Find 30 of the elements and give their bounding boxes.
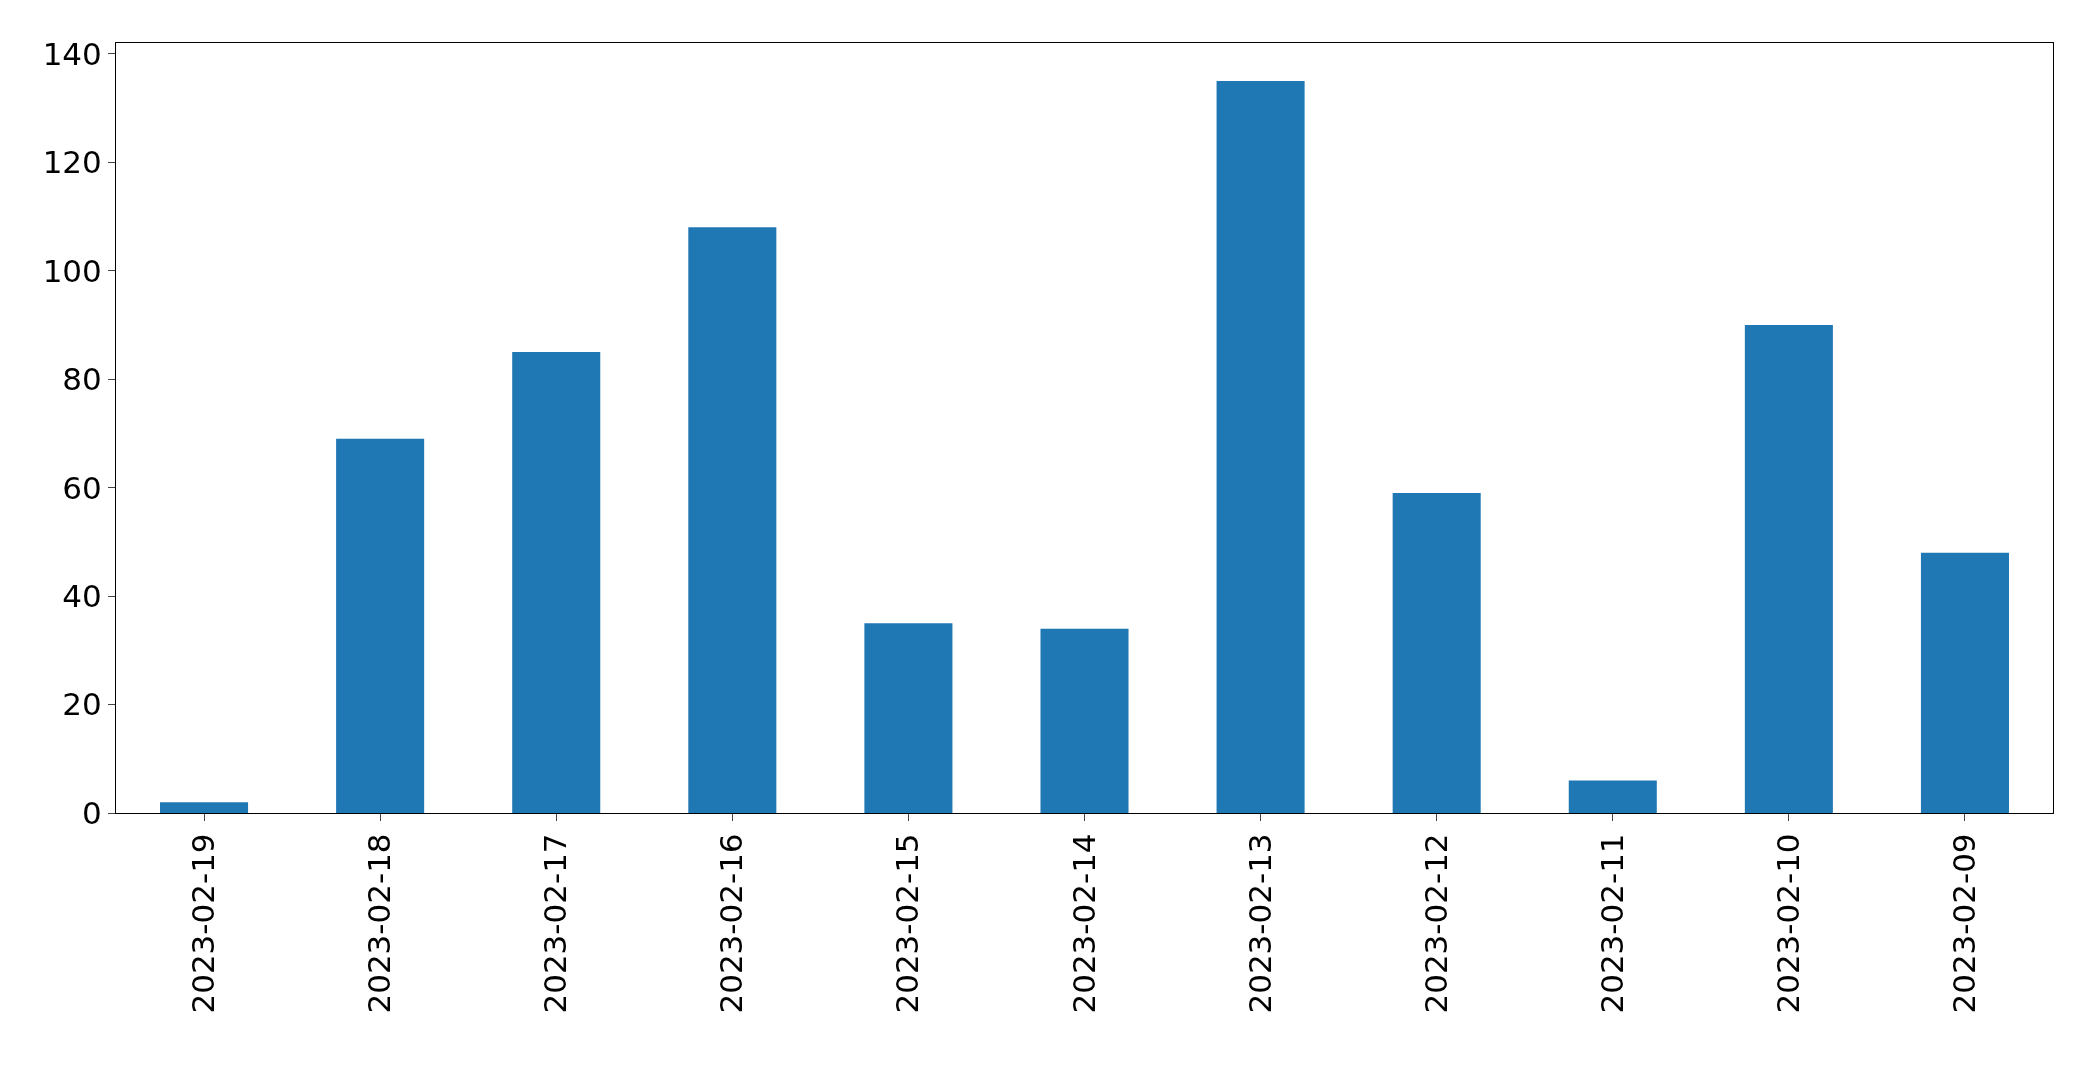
bar: [1744, 324, 1833, 813]
x-tick-label: 2023-02-14: [1065, 833, 1102, 1014]
bar: [1920, 552, 2009, 813]
bar: [1568, 780, 1657, 813]
x-tick-label: 2023-02-09: [1946, 833, 1983, 1014]
bar: [336, 438, 425, 813]
x-tick-label: 2023-02-10: [1769, 833, 1806, 1014]
bar: [1392, 493, 1481, 813]
x-tick-label: 2023-02-12: [1417, 833, 1454, 1014]
bar: [160, 802, 249, 813]
bar: [512, 352, 601, 813]
bar: [1040, 628, 1129, 813]
y-tick-label: 140: [42, 35, 102, 72]
y-tick-label: 0: [82, 794, 102, 831]
y-tick-label: 60: [62, 469, 102, 506]
y-tick-label: 100: [42, 252, 102, 289]
x-tick-label: 2023-02-11: [1593, 833, 1630, 1014]
bar: [1216, 80, 1305, 813]
x-tick-label: 2023-02-13: [1241, 833, 1278, 1014]
y-tick-label: 40: [62, 577, 102, 614]
bar: [688, 227, 777, 813]
y-tick-label: 20: [62, 686, 102, 723]
y-tick-label: 80: [62, 361, 102, 398]
x-tick-label: 2023-02-18: [361, 833, 398, 1014]
x-tick-label: 2023-02-15: [889, 833, 926, 1014]
bar: [864, 623, 953, 813]
y-tick-label: 120: [42, 144, 102, 181]
x-tick-label: 2023-02-19: [185, 833, 222, 1014]
x-tick-label: 2023-02-17: [537, 833, 574, 1014]
x-tick-label: 2023-02-16: [713, 833, 750, 1014]
